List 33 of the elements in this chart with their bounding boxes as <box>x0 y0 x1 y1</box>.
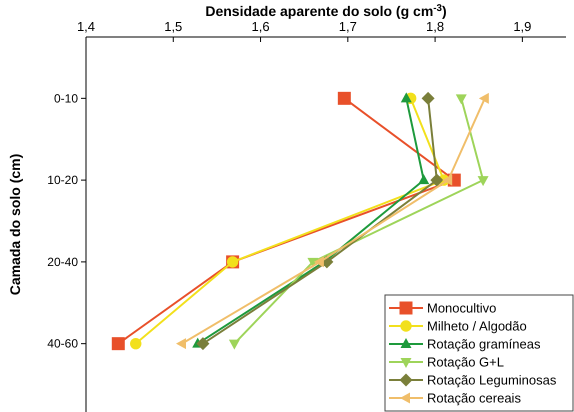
point <box>112 337 125 350</box>
legend-label: Milheto / Algodão <box>427 318 527 334</box>
point <box>478 92 489 104</box>
x-tick-label: 1,7 <box>338 19 357 34</box>
y-tick-label: 0-10 <box>54 91 78 106</box>
point <box>422 92 435 105</box>
x-tick-label: 1,9 <box>513 19 532 34</box>
legend-label: Rotação gramíneas <box>427 336 541 352</box>
point <box>228 340 240 350</box>
x-tick-label: 1,6 <box>252 19 270 34</box>
point <box>478 176 489 186</box>
y-axis-title: Camada do solo (cm) <box>7 154 23 296</box>
point <box>338 92 351 105</box>
point <box>176 338 186 350</box>
x-axis-title: Densidade aparente do solo (g cm$^{-3}$) <box>205 2 447 19</box>
x-tick-label: 1,4 <box>76 19 96 34</box>
y-tick-label: 10-20 <box>47 173 78 188</box>
legend-label: Rotação cereais <box>427 390 522 406</box>
x-tick-label: 1,5 <box>164 19 182 34</box>
legend-label: Monocultivo <box>427 300 496 316</box>
point <box>418 174 430 184</box>
point <box>456 94 467 104</box>
point <box>442 174 452 186</box>
point <box>430 174 444 187</box>
point <box>130 338 142 350</box>
legend-label: Rotação Leguminosas <box>427 372 557 388</box>
y-tick-label: 20-40 <box>47 254 78 269</box>
legend-label: Rotação G+L <box>427 354 504 370</box>
point <box>196 337 210 350</box>
y-tick-label: 40-60 <box>47 336 78 351</box>
point <box>314 256 324 268</box>
point <box>400 92 412 102</box>
x-tick-label: 1,8 <box>426 19 444 34</box>
